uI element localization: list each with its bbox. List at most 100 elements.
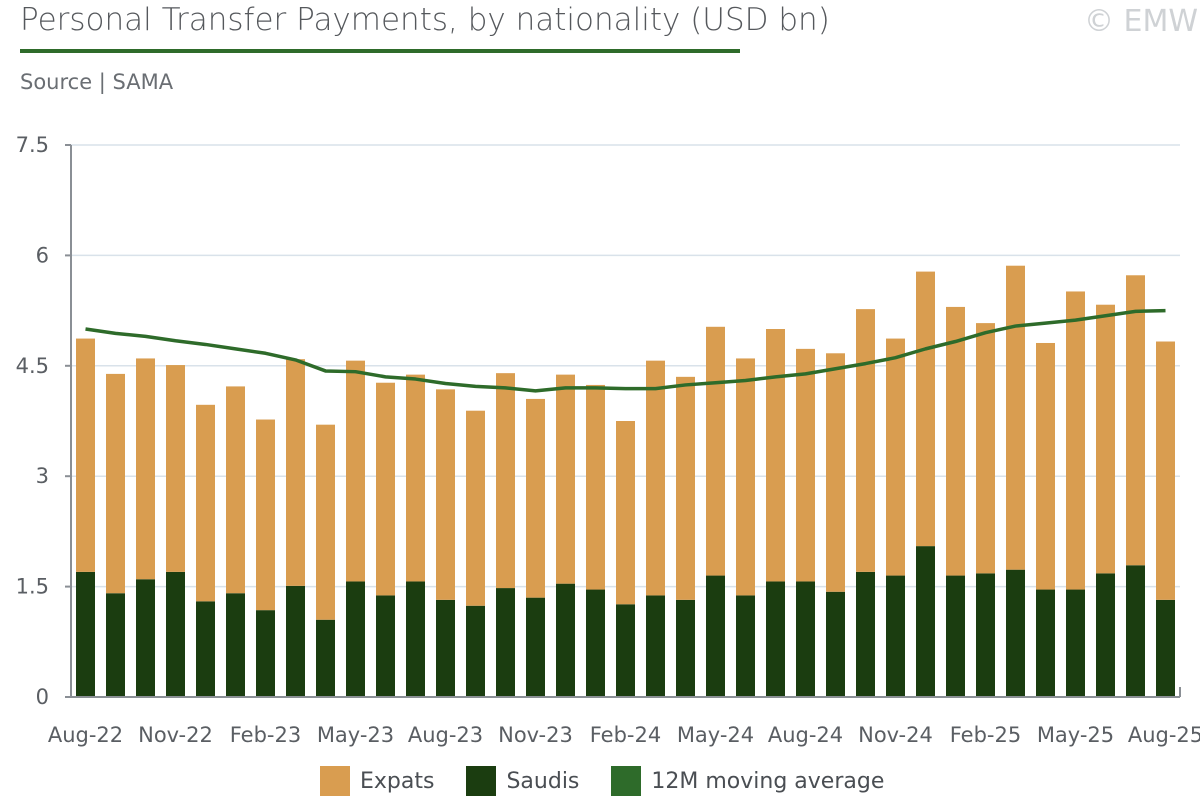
- legend-item-expats: Expats: [320, 766, 434, 796]
- bar-saudis: [1036, 589, 1055, 697]
- x-tick-label: May-24: [677, 723, 754, 747]
- bar-saudis: [166, 571, 185, 697]
- bar-expats: [526, 398, 545, 598]
- bar-saudis: [256, 610, 275, 697]
- bar-saudis: [376, 595, 395, 697]
- bar-expats: [736, 358, 755, 596]
- bar-expats: [166, 365, 185, 572]
- bar-expats: [1066, 291, 1085, 590]
- bar-expats: [886, 338, 905, 576]
- bar-saudis: [796, 581, 815, 697]
- bar-expats: [946, 306, 965, 576]
- legend-swatch-moving-average: [611, 766, 642, 796]
- bar-expats: [76, 338, 95, 572]
- bar-saudis: [196, 601, 215, 697]
- bar-saudis: [526, 597, 545, 697]
- x-tick-label: May-25: [1037, 723, 1114, 747]
- bar-expats: [766, 329, 785, 582]
- x-tick-label: Nov-23: [498, 723, 573, 747]
- bar-saudis: [466, 605, 485, 697]
- bar-expats: [916, 271, 935, 547]
- bar-expats: [616, 421, 635, 605]
- bar-expats: [1006, 265, 1025, 570]
- chart-title: Personal Transfer Payments, by nationali…: [20, 2, 830, 38]
- x-tick-label: May-23: [317, 723, 394, 747]
- copyright-watermark: © EMW: [1083, 4, 1198, 39]
- bar-saudis: [826, 591, 845, 697]
- bar-saudis: [346, 581, 365, 697]
- bar-expats: [826, 353, 845, 592]
- bar-expats: [376, 382, 395, 596]
- bar-saudis: [916, 546, 935, 697]
- x-tick-label: Feb-23: [230, 723, 301, 747]
- legend-label-expats: Expats: [360, 768, 435, 794]
- bar-expats: [256, 419, 275, 611]
- y-tick-label: 7.5: [16, 133, 49, 157]
- y-tick-label: 3: [36, 464, 49, 488]
- moving-average-line: [85, 308, 1166, 393]
- x-tick-label: Aug-25: [1128, 723, 1200, 747]
- bar-expats: [556, 374, 575, 584]
- bar-expats: [676, 376, 695, 600]
- bar-expats: [226, 386, 245, 594]
- legend-item-saudis: Saudis: [466, 766, 579, 796]
- bar-saudis: [76, 571, 95, 697]
- bar-expats: [796, 348, 815, 582]
- bar-saudis: [1006, 569, 1025, 697]
- bars: [76, 265, 1175, 697]
- bar-saudis: [706, 575, 725, 697]
- bar-expats: [496, 373, 515, 589]
- bar-expats: [286, 359, 305, 586]
- bar-saudis: [736, 595, 755, 697]
- bar-expats: [106, 373, 125, 594]
- bar-saudis: [646, 595, 665, 697]
- bar-saudis: [136, 579, 155, 697]
- legend-label-saudis: Saudis: [506, 768, 580, 794]
- bar-saudis: [976, 573, 995, 697]
- bar-saudis: [676, 599, 695, 697]
- x-tick-label: Aug-23: [408, 723, 483, 747]
- bar-expats: [1126, 275, 1145, 566]
- bar-saudis: [436, 599, 455, 697]
- bar-expats: [1096, 304, 1115, 574]
- bar-expats: [1036, 342, 1055, 590]
- y-tick-label: 0: [36, 685, 49, 709]
- x-tick-label: Feb-24: [590, 723, 661, 747]
- bar-expats: [136, 358, 155, 580]
- bar-saudis: [856, 571, 875, 697]
- bar-saudis: [616, 604, 635, 697]
- bar-saudis: [226, 593, 245, 697]
- legend-swatch-saudis: [466, 766, 497, 796]
- legend-label-moving-average: 12M moving average: [651, 768, 885, 794]
- legend-item-moving-average: 12M moving average: [611, 766, 884, 796]
- bar-saudis: [1156, 599, 1175, 697]
- bar-expats: [466, 410, 485, 606]
- bar-saudis: [556, 583, 575, 697]
- tick-labels: 0 1.5 3 4.5 6 7.5 Aug-22 Nov-22 Feb-23 May-23 Aug-…: [16, 133, 1200, 747]
- y-tick-label: 4.5: [16, 354, 49, 378]
- bar-expats: [196, 404, 215, 602]
- x-tick-label: Nov-22: [138, 723, 213, 747]
- title-underline: [20, 49, 740, 53]
- bar-saudis: [1096, 573, 1115, 697]
- bar-saudis: [316, 619, 335, 697]
- bar-saudis: [946, 575, 965, 697]
- bar-expats: [406, 374, 425, 582]
- bar-saudis: [1126, 565, 1145, 697]
- bar-expats: [316, 424, 335, 620]
- bar-saudis: [886, 575, 905, 697]
- bar-saudis: [1066, 589, 1085, 697]
- bar-expats: [586, 384, 605, 590]
- bar-expats: [646, 360, 665, 596]
- bar-saudis: [106, 593, 125, 697]
- bar-saudis: [586, 589, 605, 697]
- bar-saudis: [766, 581, 785, 697]
- y-tick-label: 1.5: [16, 575, 49, 599]
- legend: Expats Saudis 12M moving average: [320, 764, 916, 798]
- bar-expats: [346, 360, 365, 582]
- legend-swatch-expats: [320, 766, 350, 796]
- bar-saudis: [286, 585, 305, 697]
- moving-average-series-line: [85, 308, 1166, 393]
- x-tick-label: Aug-22: [48, 723, 123, 747]
